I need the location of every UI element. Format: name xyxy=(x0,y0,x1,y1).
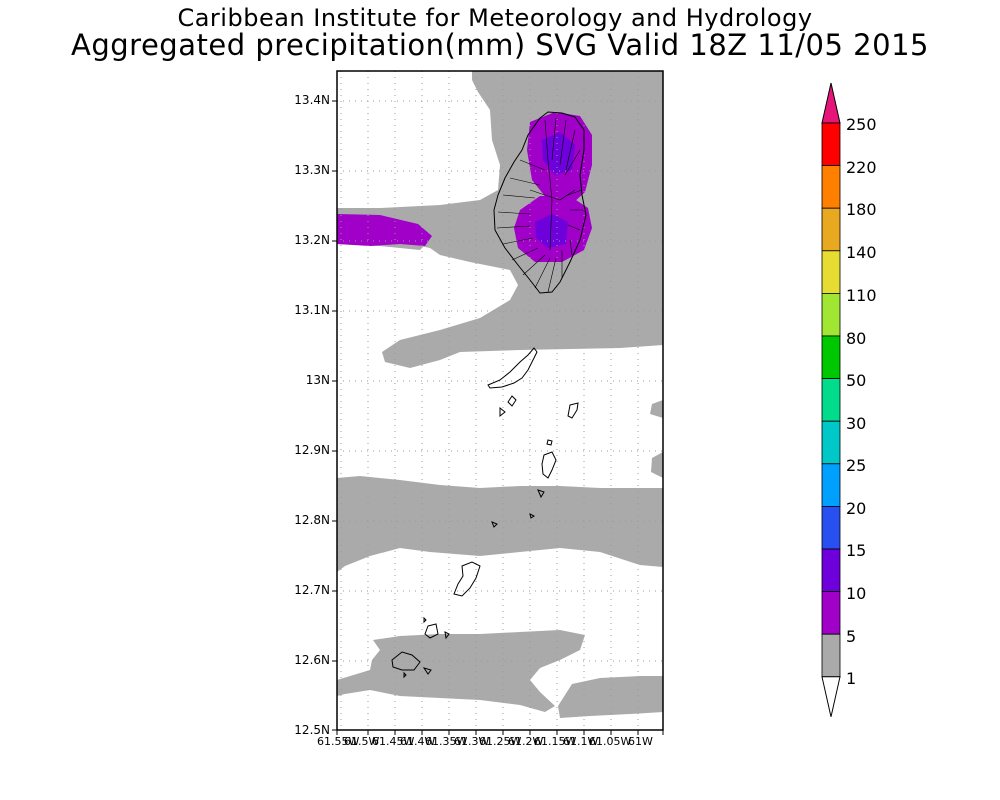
lat-label-13.4: 13.4N xyxy=(294,93,330,107)
colorbar-label-15: 15 xyxy=(846,541,867,560)
colorbar-segment-2 xyxy=(821,207,841,252)
precip-area-west-purple xyxy=(337,214,432,246)
colorbar-label-50: 50 xyxy=(846,371,867,390)
precip-area-southeast-patch xyxy=(558,676,663,718)
lat-label-13.1: 13.1N xyxy=(294,303,330,317)
precip-area-east-small-2 xyxy=(651,452,663,478)
colorbar-segment-5 xyxy=(821,335,841,379)
precip-area-heavy-1 xyxy=(542,132,575,175)
colorbar-segment-11 xyxy=(821,591,841,635)
coastline-mustique xyxy=(507,395,517,407)
coastline-st-vincent xyxy=(493,111,587,294)
lat-label-13.0: 13N xyxy=(305,373,330,387)
map-frame xyxy=(336,70,664,731)
colorbar-segment-7 xyxy=(821,420,841,465)
title-line-1: Caribbean Institute for Meteorology and … xyxy=(177,4,813,32)
precip-area-east-small-1 xyxy=(650,400,663,418)
lat-label-12.6: 12.6N xyxy=(294,653,330,667)
coastline-mayreau xyxy=(537,489,545,499)
coastline-islet-e xyxy=(491,521,498,528)
lat-label-12.7: 12.7N xyxy=(294,583,330,597)
lon-label-61.35w: 61.35W xyxy=(425,735,468,748)
coastline-canouan xyxy=(541,451,557,479)
colorbar-label-5: 5 xyxy=(846,627,857,646)
colorbar-segment-8 xyxy=(821,463,841,507)
lon-label-61.15w: 61.15W xyxy=(534,735,577,748)
axis-ticks xyxy=(332,100,664,735)
colorbar-segment-0 xyxy=(821,122,841,166)
coastlines xyxy=(391,111,587,679)
lat-label-13.3: 13.3N xyxy=(294,163,330,177)
colorbar-label-80: 80 xyxy=(846,329,867,348)
coastline-islet-b xyxy=(567,402,579,419)
coastline-islet-d xyxy=(529,513,535,519)
lat-label-12.5: 12.5N xyxy=(294,723,330,737)
map-panel xyxy=(337,71,663,730)
coastline-islet-c xyxy=(546,439,553,446)
colorbar xyxy=(821,82,841,717)
colorbar-label-250: 250 xyxy=(846,115,877,134)
colorbar-segment-4 xyxy=(821,292,841,337)
lon-label-61.2w: 61.2W xyxy=(508,735,544,748)
lon-label-61.55w: 61.55W xyxy=(317,735,360,748)
coastline-islet-f xyxy=(424,623,439,639)
precip-heavy-areas xyxy=(535,132,575,248)
lon-label-61.4w: 61.4W xyxy=(400,735,436,748)
colorbar-segment-6 xyxy=(821,378,841,422)
lon-label-61.45w: 61.45W xyxy=(372,735,415,748)
coastline-islet-h xyxy=(423,616,427,624)
title-line-2: Aggregated precipitation(mm) SVG Valid 1… xyxy=(71,28,929,62)
colorbar-label-110: 110 xyxy=(846,286,877,305)
colorbar-segment-9 xyxy=(821,505,841,550)
precip-light-areas xyxy=(337,71,663,718)
coastline-islet-j xyxy=(403,671,407,679)
colorbar-segment-3 xyxy=(821,250,841,294)
lat-label-12.8: 12.8N xyxy=(294,513,330,527)
colorbar-bottom-arrow xyxy=(821,676,841,717)
lon-label-61.25w: 61.25W xyxy=(479,735,522,748)
lon-label-61w: 61W xyxy=(628,735,653,748)
st-vincent-relief xyxy=(496,117,584,293)
colorbar-label-180: 180 xyxy=(846,200,877,219)
precip-area-middle-band xyxy=(337,476,663,572)
colorbar-segment-1 xyxy=(821,165,841,209)
coastline-carriacou xyxy=(453,561,481,597)
colorbar-label-25: 25 xyxy=(846,456,867,475)
coastline-islet-a xyxy=(499,406,506,418)
colorbar-segment-12 xyxy=(821,633,841,678)
coastline-islet-i xyxy=(422,667,432,675)
lat-label-13.2: 13.2N xyxy=(294,233,330,247)
lon-label-61.3w: 61.3W xyxy=(454,735,490,748)
coastline-bequia xyxy=(487,347,538,389)
lon-label-61.05w: 61.05W xyxy=(589,735,632,748)
lon-label-61.1w: 61.1W xyxy=(563,735,599,748)
lon-label-61.5w: 61.5W xyxy=(344,735,380,748)
precip-area-south-band xyxy=(337,630,585,712)
lat-label-12.9: 12.9N xyxy=(294,443,330,457)
colorbar-label-220: 220 xyxy=(846,158,877,177)
colorbar-label-30: 30 xyxy=(846,414,867,433)
colorbar-top-arrow xyxy=(821,82,841,124)
precip-area-heavy-2 xyxy=(535,214,568,248)
map-grid xyxy=(337,71,663,730)
colorbar-label-20: 20 xyxy=(846,499,867,518)
coastline-islet-g xyxy=(444,631,450,640)
colorbar-label-140: 140 xyxy=(846,243,877,262)
colorbar-label-10: 10 xyxy=(846,584,867,603)
colorbar-label-1: 1 xyxy=(846,669,857,688)
coastline-petite-martinique xyxy=(391,651,421,671)
colorbar-segment-10 xyxy=(821,548,841,592)
